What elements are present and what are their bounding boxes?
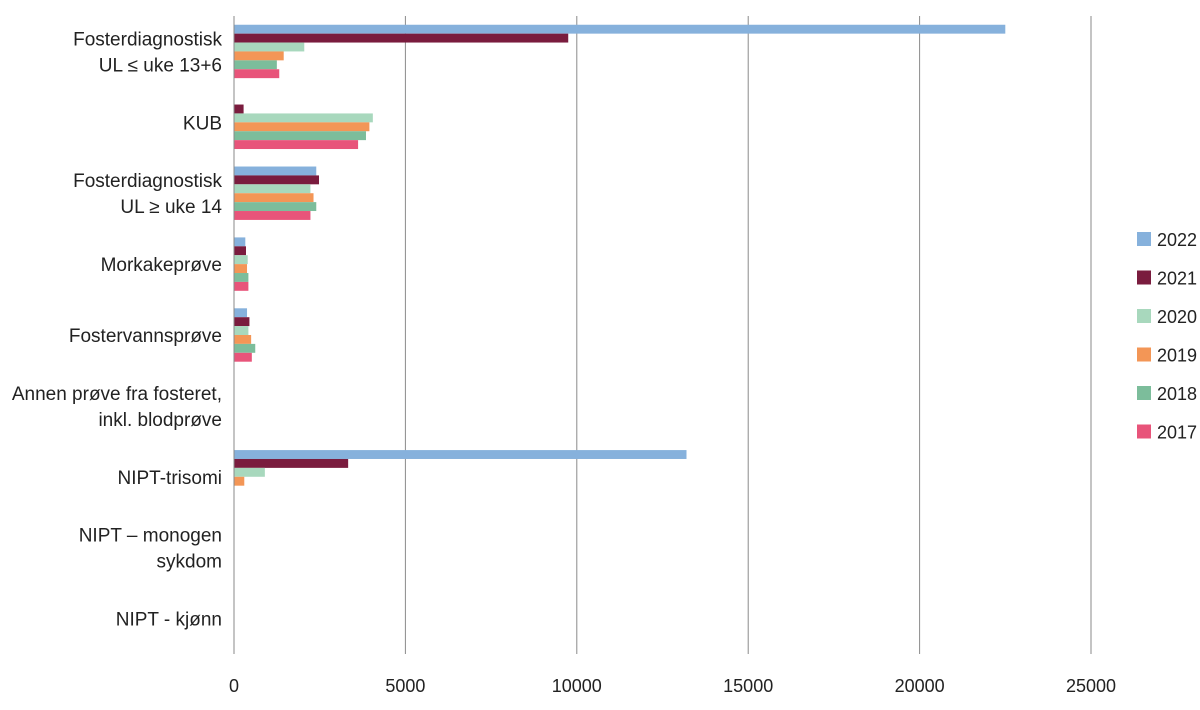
- bar-2019: [234, 193, 314, 203]
- bar-2020: [234, 113, 373, 123]
- bar-2019: [234, 335, 252, 344]
- gridlines: [404, 16, 1092, 654]
- bar-2019: [234, 264, 248, 274]
- legend-label-2017: 2017: [1157, 423, 1197, 443]
- category-label: NIPT - kjønn: [116, 610, 222, 631]
- category-labels: Fosterdiagnostisk UL ≤ uke 13+6 KUB Fosterd…: [12, 29, 223, 630]
- legend-label-2018: 2018: [1157, 384, 1197, 404]
- legend-swatch-2019: [1137, 347, 1151, 362]
- legend-swatch-2017: [1137, 424, 1151, 439]
- legend-label-2022: 2022: [1157, 230, 1197, 250]
- bar-2020: [234, 42, 305, 52]
- bar-2018: [234, 202, 317, 212]
- bar-2022: [234, 166, 317, 176]
- legend: 2022 2021 2020 2019 2018 2017: [1137, 230, 1197, 443]
- legend-swatch-2018: [1137, 386, 1151, 400]
- bar-2019: [234, 476, 245, 486]
- bar-2022: [234, 237, 246, 247]
- bar-2020: [234, 255, 248, 265]
- bar-2019: [234, 122, 370, 132]
- bar-2018: [234, 343, 256, 353]
- bar-2021: [234, 458, 349, 468]
- bar-2017: [234, 140, 359, 150]
- legend-swatch-2022: [1137, 232, 1151, 246]
- bars: [234, 24, 1006, 486]
- bar-2021: [234, 317, 250, 327]
- category-label: Fosterdiagnostisk UL ≥ uke 14: [73, 171, 222, 218]
- category-label: Annen prøve fra fosteret, inkl. blodprøve: [12, 384, 222, 431]
- x-tick-label: 5000: [385, 676, 425, 696]
- bar-2021: [234, 33, 569, 43]
- legend-swatch-2020: [1137, 309, 1151, 323]
- category-label: Fosterdiagnostisk UL ≤ uke 13+6: [73, 29, 222, 76]
- bar-2017: [234, 281, 249, 291]
- x-tick-label: 10000: [552, 676, 602, 696]
- category-label: Fostervannsprøve: [69, 326, 222, 347]
- category-label: KUB: [183, 113, 222, 134]
- legend-label-2020: 2020: [1157, 307, 1197, 327]
- bar-2017: [234, 69, 280, 79]
- x-tick-label: 0: [229, 676, 239, 696]
- legend-swatch-2021: [1137, 270, 1151, 285]
- x-tick-labels: 0 5000 10000 15000 20000 25000: [229, 676, 1116, 696]
- bar-2022: [234, 450, 687, 459]
- bar-2018: [234, 131, 366, 141]
- bar-2021: [234, 104, 244, 114]
- x-tick-label: 20000: [895, 676, 945, 696]
- bar-2020: [234, 184, 311, 194]
- bar-2018: [234, 60, 277, 70]
- x-tick-label: 15000: [723, 676, 773, 696]
- category-label: NIPT – monogen sykdom: [79, 526, 222, 573]
- category-label: NIPT-trisomi: [118, 468, 223, 489]
- x-tick-label: 25000: [1066, 676, 1116, 696]
- bar-2018: [234, 273, 249, 282]
- bar-2022: [234, 308, 248, 318]
- bar-2022: [234, 24, 1006, 34]
- bar-2020: [234, 467, 265, 477]
- bar-2021: [234, 246, 246, 256]
- bar-2017: [234, 352, 252, 362]
- bar-2019: [234, 51, 284, 61]
- legend-label-2021: 2021: [1157, 269, 1197, 289]
- bar-2020: [234, 326, 249, 335]
- legend-label-2019: 2019: [1157, 346, 1197, 366]
- bar-2017: [234, 211, 311, 220]
- category-label: Morkakeprøve: [101, 255, 222, 276]
- bar-2021: [234, 175, 320, 185]
